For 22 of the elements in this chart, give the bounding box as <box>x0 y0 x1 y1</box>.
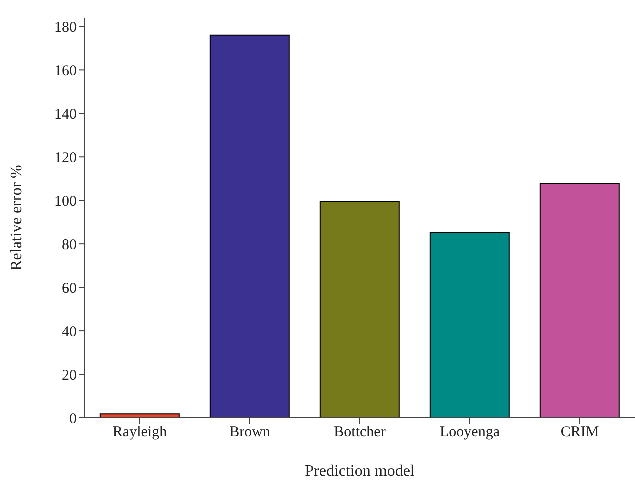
x-tick-label: CRIM <box>560 424 600 441</box>
bar <box>320 200 400 418</box>
y-tick-label: 40 <box>62 324 77 340</box>
x-tick-label: Brown <box>230 424 271 441</box>
bar <box>210 34 290 418</box>
y-tick-label: 20 <box>62 368 77 384</box>
y-tick-label: 180 <box>54 20 77 36</box>
y-tick-label: 100 <box>54 194 77 210</box>
bar <box>100 414 180 418</box>
x-tick-label: Rayleigh <box>112 424 168 441</box>
y-tick-label: 0 <box>70 411 77 428</box>
x-tick-label: Looyenga <box>440 424 500 441</box>
y-tick-label: 60 <box>62 280 77 297</box>
y-tick-label: 140 <box>54 106 77 123</box>
bar <box>430 232 510 418</box>
x-axis-title: Prediction model <box>305 463 416 480</box>
bar <box>540 183 620 418</box>
x-tick-label: Bottcher <box>334 424 386 441</box>
y-tick-label: 160 <box>54 64 77 80</box>
y-tick-label: 80 <box>62 237 77 254</box>
y-axis-title: Relative error % <box>8 165 26 271</box>
y-tick-label: 120 <box>54 150 77 166</box>
